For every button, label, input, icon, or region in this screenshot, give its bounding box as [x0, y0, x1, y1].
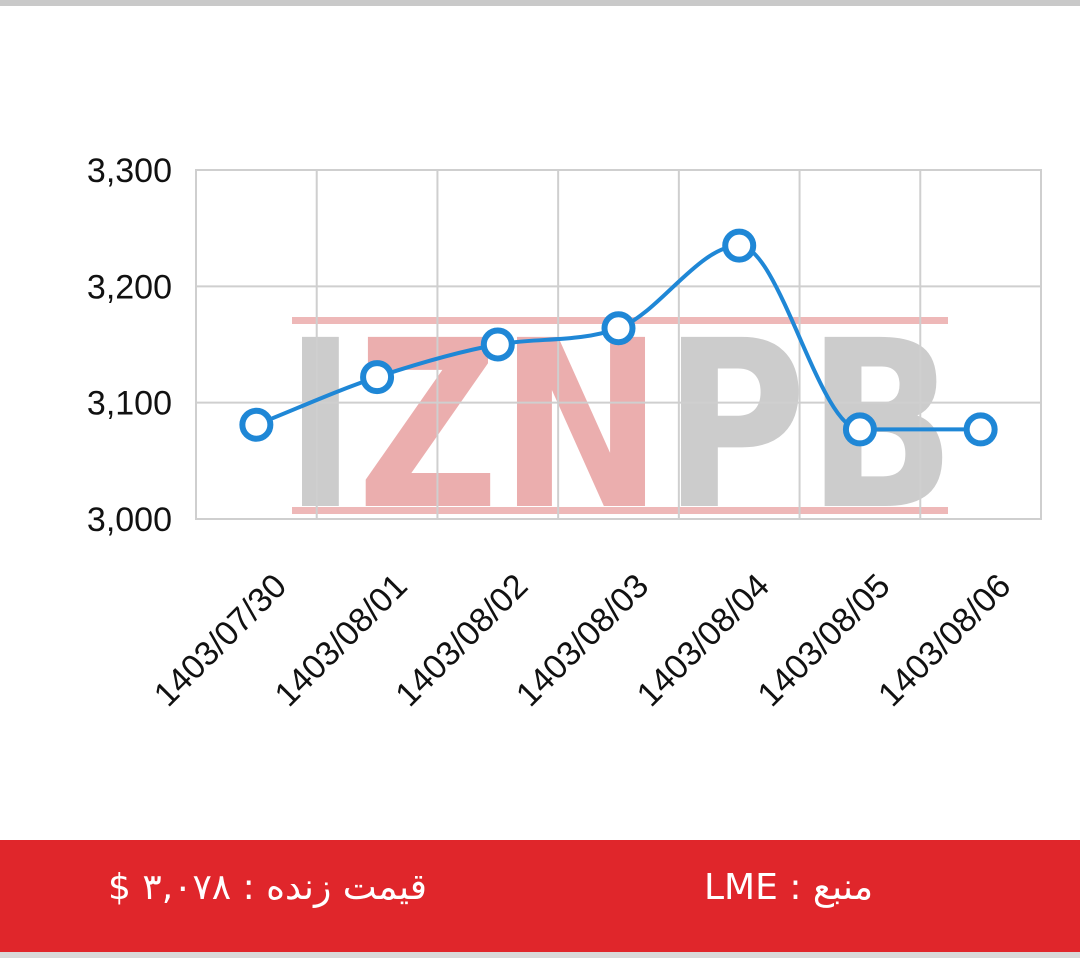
y-tick-label: 3,100 [87, 385, 172, 423]
footer-banner: قیمت زنده : ۳,۰۷۸ $ منبع : LME [0, 840, 1080, 952]
y-tick-label: 3,300 [87, 152, 172, 190]
x-axis-labels: 1403/07/301403/08/011403/08/021403/08/03… [147, 567, 1018, 714]
bottom-border-bar [0, 952, 1080, 958]
chart-grid [195, 169, 1042, 520]
top-border-bar [0, 0, 1080, 6]
y-axis-labels: 3,000 3,100 3,200 3,300 [87, 152, 172, 539]
line-chart: IZNPB 3,000 3,100 3,200 3,300 1403/07/30140… [87, 152, 1042, 714]
y-tick-label: 3,200 [87, 268, 172, 306]
y-tick-label: 3,000 [87, 501, 172, 539]
x-tick-label: 1403/08/06 [871, 567, 1018, 714]
source-label: منبع : LME [704, 867, 874, 908]
watermark-text: IZNPB [284, 291, 956, 561]
data-point-marker [963, 412, 998, 447]
data-point-marker [601, 311, 636, 346]
watermark-stripe [292, 507, 948, 514]
data-point-marker [239, 407, 274, 442]
live-price-label: قیمت زنده : ۳,۰۷۸ $ [108, 867, 428, 908]
data-point-marker [360, 360, 395, 395]
data-point-marker [722, 228, 757, 263]
series-line [239, 228, 998, 447]
data-point-marker [480, 327, 515, 362]
watermark-logo: IZNPB [284, 291, 956, 561]
data-point-marker [842, 412, 877, 447]
